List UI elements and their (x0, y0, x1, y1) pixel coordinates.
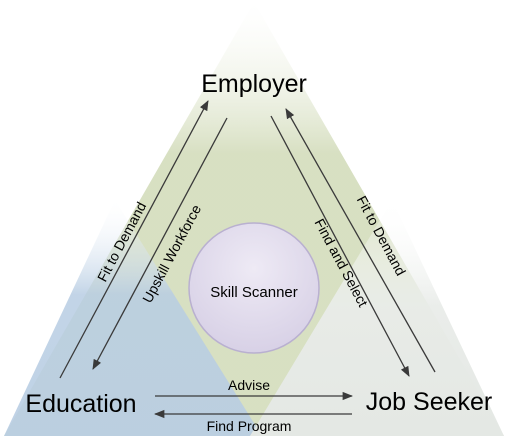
job-seeker-region (250, 200, 504, 436)
arrow-fit-to-demand-left (59, 100, 209, 379)
employer-label: Employer (201, 70, 307, 98)
skill-scanner-circle (188, 222, 320, 354)
edge-label-find-program: Find Program (207, 418, 292, 434)
education-region (4, 200, 262, 436)
job-seeker-label: Job Seeker (366, 388, 492, 416)
edge-label-advise: Advise (228, 377, 270, 393)
arrow-upskill-workforce (92, 117, 228, 370)
arrow-find-and-select (270, 115, 410, 377)
education-label: Education (25, 390, 136, 418)
skill-scanner-label: Skill Scanner (210, 284, 298, 301)
arrow-fit-to-demand-right (285, 108, 436, 373)
